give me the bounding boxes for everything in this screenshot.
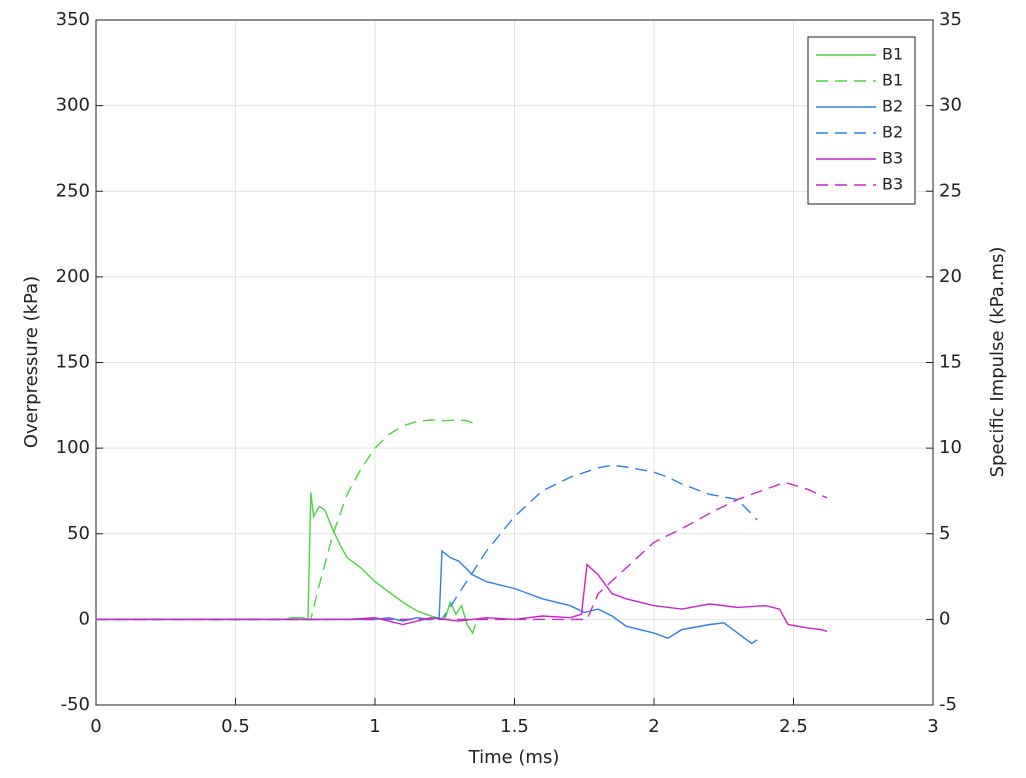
y2-tick-label: 0 <box>939 608 950 629</box>
y2-tick-label: 5 <box>939 523 950 544</box>
series-line <box>96 492 477 635</box>
x-tick-label: 2.5 <box>779 716 808 737</box>
legend-label: B1 <box>882 45 903 64</box>
y2-tick-label: 10 <box>939 437 962 458</box>
legend-label: B2 <box>882 97 903 116</box>
legend-label: B2 <box>882 123 903 142</box>
series-line <box>96 464 758 621</box>
x-tick-label: 0 <box>90 716 101 737</box>
x-tick-label: 1.5 <box>500 716 529 737</box>
series-line <box>96 481 828 621</box>
legend-box <box>807 36 916 205</box>
y-tick-label: 250 <box>56 180 90 201</box>
series-line <box>96 419 476 621</box>
y2-tick-label: 25 <box>939 180 962 201</box>
x-tick-label: 0.5 <box>221 716 250 737</box>
y2-tick-label: 15 <box>939 352 962 373</box>
y2-axis-label: Specific Impulse (kPa.ms) <box>987 247 1008 478</box>
x-tick-label: 3 <box>927 716 938 737</box>
series-line <box>96 563 828 633</box>
y-tick-label: 0 <box>79 608 90 629</box>
y-tick-label: 50 <box>67 523 90 544</box>
legend-label: B1 <box>882 71 903 90</box>
y-axis-label: Overpressure (kPa) <box>21 276 42 448</box>
y-tick-label: 200 <box>56 266 90 287</box>
y-tick-label: 150 <box>56 352 90 373</box>
y2-tick-label: 30 <box>939 95 962 116</box>
y-tick-label: 350 <box>56 9 90 30</box>
y-tick-label: 300 <box>56 95 90 116</box>
y-tick-label: -50 <box>61 694 90 715</box>
x-tick-label: 2 <box>648 716 659 737</box>
series-line <box>96 549 758 645</box>
y2-tick-label: 20 <box>939 266 962 287</box>
x-tick-label: 1 <box>369 716 380 737</box>
y2-tick-label: 35 <box>939 9 962 30</box>
legend-label: B3 <box>882 149 903 168</box>
legend-label: B3 <box>882 175 903 194</box>
plot-frame <box>95 19 934 706</box>
x-axis-label: Time (ms) <box>468 747 560 768</box>
y2-tick-label: -5 <box>939 694 957 715</box>
y-tick-label: 100 <box>56 437 90 458</box>
